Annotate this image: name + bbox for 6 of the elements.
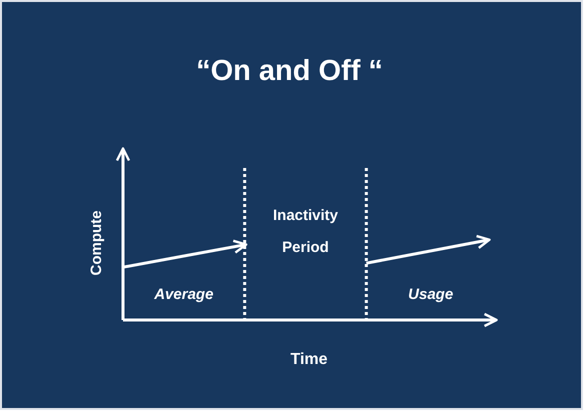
y-axis-title: Compute: [88, 210, 105, 276]
chart-title: “On and Off “: [196, 55, 383, 87]
x-axis-title: Time: [290, 351, 328, 368]
annotation: Inactivity Period: [272, 207, 339, 256]
annotation: Average: [153, 286, 214, 303]
annotation: Usage: [408, 286, 454, 303]
